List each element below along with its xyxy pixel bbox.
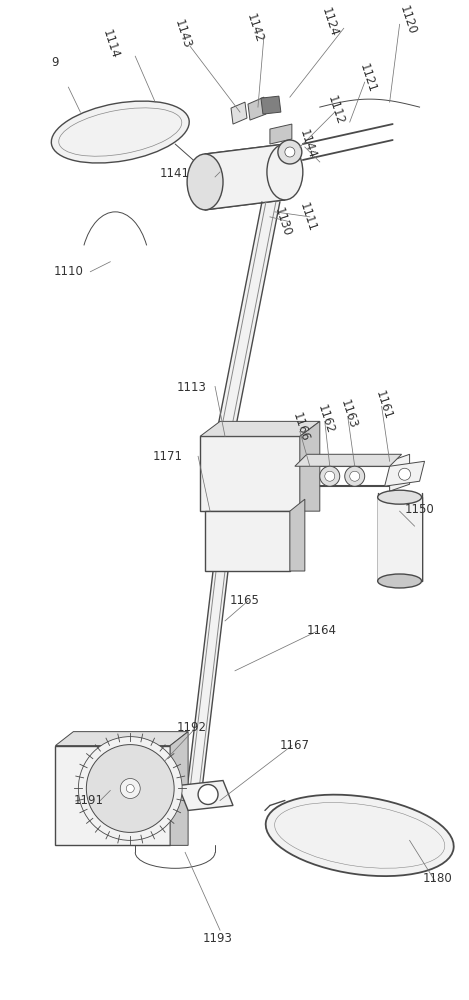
Bar <box>55 746 170 845</box>
Text: 1192: 1192 <box>177 721 207 734</box>
Text: 1113: 1113 <box>177 381 207 394</box>
Text: 1111: 1111 <box>297 201 318 233</box>
Text: 1143: 1143 <box>171 18 193 50</box>
Circle shape <box>198 785 218 804</box>
Polygon shape <box>248 97 266 120</box>
Text: 1191: 1191 <box>73 794 103 807</box>
Polygon shape <box>290 499 305 571</box>
Text: 1150: 1150 <box>405 503 434 516</box>
Circle shape <box>350 471 360 481</box>
Text: 1171: 1171 <box>153 450 183 463</box>
Polygon shape <box>178 781 233 810</box>
Text: 1120: 1120 <box>397 4 418 37</box>
Circle shape <box>325 471 335 481</box>
Text: 1130: 1130 <box>272 206 294 238</box>
Circle shape <box>120 779 140 798</box>
Circle shape <box>345 466 365 486</box>
Ellipse shape <box>51 101 189 163</box>
Polygon shape <box>300 421 320 511</box>
Polygon shape <box>231 102 247 124</box>
Polygon shape <box>295 454 401 466</box>
Circle shape <box>320 466 340 486</box>
Text: 1193: 1193 <box>203 932 233 945</box>
Text: 1110: 1110 <box>53 265 83 278</box>
Bar <box>205 511 290 571</box>
Circle shape <box>285 147 295 157</box>
Polygon shape <box>385 461 424 486</box>
Circle shape <box>278 140 302 164</box>
Text: 9: 9 <box>52 56 59 69</box>
Polygon shape <box>270 124 292 144</box>
Ellipse shape <box>266 795 454 876</box>
Text: 1141: 1141 <box>160 167 190 180</box>
Ellipse shape <box>378 490 422 504</box>
Polygon shape <box>185 571 228 805</box>
Circle shape <box>86 745 174 832</box>
Polygon shape <box>215 202 280 441</box>
Text: 1144: 1144 <box>297 128 318 160</box>
Polygon shape <box>170 732 188 845</box>
Polygon shape <box>390 454 409 491</box>
Text: 1124: 1124 <box>319 6 340 39</box>
Text: 1161: 1161 <box>373 389 394 422</box>
Polygon shape <box>261 96 281 114</box>
Circle shape <box>78 737 182 840</box>
Ellipse shape <box>378 574 422 588</box>
Polygon shape <box>378 497 422 581</box>
Bar <box>200 436 300 511</box>
Text: 1112: 1112 <box>325 94 347 126</box>
Text: 1121: 1121 <box>357 62 378 94</box>
Text: 1180: 1180 <box>423 872 453 885</box>
Text: 1162: 1162 <box>315 403 337 436</box>
Polygon shape <box>55 732 188 746</box>
Text: 1167: 1167 <box>280 739 310 752</box>
Circle shape <box>399 468 410 480</box>
Text: 1142: 1142 <box>244 12 266 45</box>
Text: 1114: 1114 <box>99 28 121 61</box>
Text: 1166: 1166 <box>290 411 312 444</box>
Polygon shape <box>205 144 285 210</box>
Ellipse shape <box>187 154 223 210</box>
Ellipse shape <box>267 144 303 200</box>
Circle shape <box>126 785 134 792</box>
Text: 1164: 1164 <box>307 624 337 637</box>
Polygon shape <box>200 421 320 436</box>
Text: 1163: 1163 <box>338 398 360 431</box>
Text: 1165: 1165 <box>230 594 260 607</box>
